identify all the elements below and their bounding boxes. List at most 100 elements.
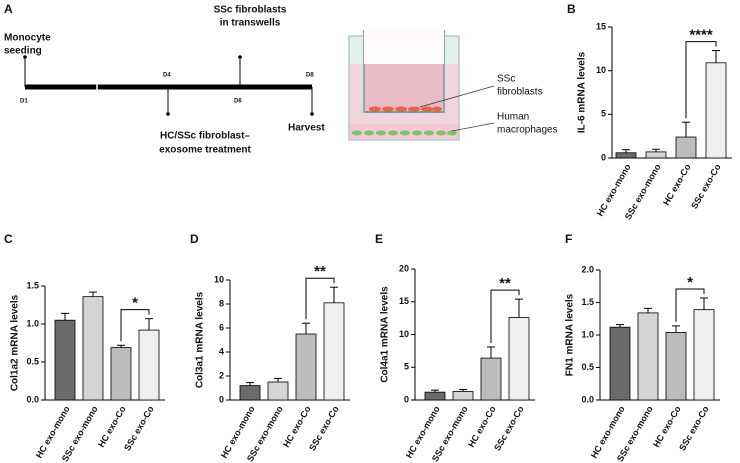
step-label: SSc fibroblasts: [214, 5, 287, 16]
y-tick-label: 2: [219, 370, 224, 380]
y-tick-label: 0.5: [581, 362, 594, 372]
y-tick-label: 0: [601, 152, 606, 162]
step-label: Monocyte: [4, 33, 51, 44]
bar: [295, 333, 317, 401]
y-tick-label: 20: [399, 263, 409, 273]
panel-letter: B: [567, 2, 576, 16]
y-tick-label: 10: [399, 329, 409, 339]
pointer: [451, 122, 495, 132]
panel-letter: E: [375, 232, 383, 246]
y-tick-label: 1.5: [581, 297, 594, 307]
bar: [645, 151, 667, 159]
diagram-label: macrophages: [497, 125, 558, 136]
y-axis-label: Col1a2 mRNA levels: [10, 294, 21, 391]
pin-head: [238, 55, 242, 59]
bar: [424, 391, 446, 401]
bar: [239, 385, 261, 401]
x-tick-label: SSc exo-Co: [307, 404, 341, 453]
bar: [480, 357, 502, 401]
step-label: seeding: [4, 46, 42, 57]
significance-label: *: [132, 295, 138, 312]
significance-label: *: [687, 274, 693, 291]
panel-a: A Monocyte seeding SSc fibroblasts in tr…: [4, 2, 558, 155]
macrophages: [352, 130, 457, 136]
bar: [637, 312, 659, 401]
bar: [138, 329, 160, 401]
y-tick-label: 15: [596, 21, 606, 31]
bar: [323, 302, 345, 401]
x-tick-label: HC exo-Co: [661, 162, 693, 207]
y-tick-label: 1.0: [26, 318, 39, 328]
y-tick-label: 0: [404, 394, 409, 404]
significance-label: ****: [689, 27, 713, 44]
y-tick-label: 10: [596, 65, 606, 75]
bar: [675, 136, 697, 159]
fibroblasts: [369, 106, 442, 112]
day-label: D1: [20, 99, 28, 105]
step-label: exosome treatment: [159, 145, 251, 156]
x-tick-label: HC exo-Co: [651, 404, 683, 449]
panel-letter: A: [4, 2, 13, 16]
y-tick-label: 0.5: [26, 356, 39, 366]
significance-bracket: [305, 277, 335, 320]
step-label: in transwells: [220, 18, 281, 29]
significance-label: **: [499, 275, 511, 292]
y-tick-label: 10: [214, 274, 224, 284]
bar: [110, 347, 132, 401]
panel-letter: C: [4, 232, 13, 246]
significance-label: **: [314, 263, 326, 280]
y-tick-label: 0: [219, 394, 224, 404]
bar: [693, 309, 715, 401]
x-tick-label: SSc exo-Co: [677, 404, 711, 453]
y-tick-label: 1.5: [26, 280, 39, 290]
y-axis-label: FN1 mRNA levels: [565, 293, 576, 376]
bar: [705, 62, 727, 159]
step-label: HC/SSc fibroblast–: [160, 131, 250, 142]
diagram-label: SSc: [497, 74, 515, 85]
significance-bracket: [685, 41, 717, 119]
step-label: Harvest: [288, 123, 325, 134]
day-label: D4: [163, 73, 171, 79]
y-tick-label: 2.0: [581, 264, 594, 274]
bar: [615, 152, 637, 159]
y-tick-label: 0.0: [26, 394, 39, 404]
insert-top: [364, 30, 444, 64]
diagram-label: fibroblasts: [497, 87, 543, 98]
y-tick-label: 0.0: [581, 394, 594, 404]
x-tick-label: HC exo-Co: [466, 404, 498, 449]
x-tick-label: SSc exo-Co: [492, 404, 526, 453]
day-label: D8: [306, 73, 314, 79]
y-tick-label: 4: [219, 346, 224, 356]
x-tick-label: SSc exo-Co: [689, 162, 723, 211]
pin-head: [310, 112, 314, 116]
bar: [54, 319, 76, 401]
significance-bracket: [675, 288, 705, 322]
bar: [452, 391, 474, 401]
significance-bracket: [490, 289, 520, 343]
y-tick-label: 6: [219, 322, 224, 332]
y-tick-label: 15: [399, 296, 409, 306]
bar: [665, 331, 687, 401]
x-tick-label: HC exo-Co: [281, 404, 313, 449]
y-tick-label: 5: [404, 362, 409, 372]
bar: [267, 381, 289, 401]
y-tick-label: 5: [601, 109, 606, 119]
pin-head: [166, 112, 170, 116]
y-tick-label: 8: [219, 298, 224, 308]
pin-head: [23, 55, 27, 59]
x-tick-label: SSc exo-Co: [122, 404, 156, 453]
diagram-label: Human: [497, 112, 529, 123]
y-axis-label: Col4a1 mRNA levels: [380, 286, 391, 383]
bar: [609, 326, 631, 401]
significance-bracket: [120, 309, 150, 342]
y-tick-label: 1.0: [581, 329, 594, 339]
day-label: D6: [234, 99, 242, 105]
y-axis-label: IL-6 mRNA levels: [577, 51, 588, 133]
panel-letter: F: [565, 232, 572, 246]
pointer: [419, 85, 495, 108]
panel-letter: D: [190, 232, 199, 246]
bar: [508, 317, 530, 401]
y-axis-label: Col3a1 mRNA levels: [195, 291, 206, 388]
bar: [82, 296, 104, 401]
